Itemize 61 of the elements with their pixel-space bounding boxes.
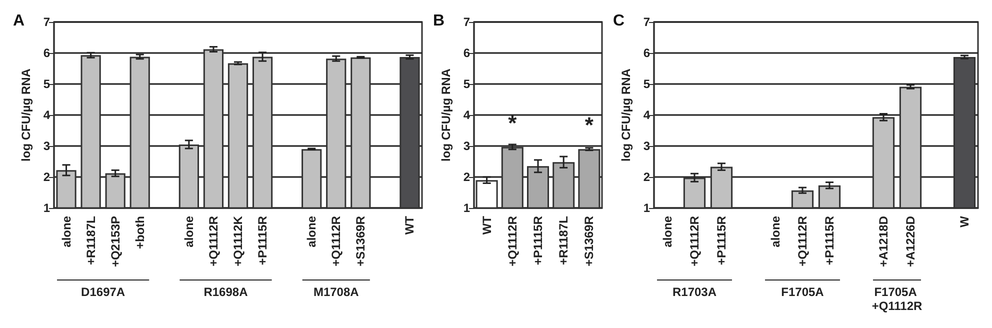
chart-title: B [433,12,445,30]
x-tick-label: alone [768,216,782,248]
x-tick-label: +P1115R [531,216,545,266]
y-tick-label: 5 [43,77,50,91]
x-tick-label: alone [660,216,674,248]
y-tick-label: 2 [43,170,50,184]
x-tick-label: WT [480,215,494,235]
text: D1697A [81,285,126,299]
x-tick-label: WT [402,215,417,235]
y-tick-label: 6 [643,46,650,60]
y-tick-label: 6 [43,46,50,60]
y-tick-label: 1 [43,201,50,215]
y-tick-label: 3 [463,139,470,153]
y-axis-title: log CFU/µg RNA [19,68,33,162]
y-tick-label: 3 [43,139,50,153]
x-tick-label: +both [132,216,147,249]
x-tick-label: W [958,215,972,228]
x-tick-label: +P1115R [822,216,836,266]
x-tick-label: +Q2153P [108,216,122,268]
y-axis-title: log CFU/µg RNA [619,68,633,162]
text: F1705A +Q1112R [872,285,923,313]
text: R1703A [672,285,717,299]
annotation: * [508,110,518,136]
x-tick-label: +Q1112R [688,216,702,266]
x-tick-label: +Q1112R [505,216,520,266]
y-tick-label: 4 [643,108,650,122]
y-tick-label: 2 [463,170,470,184]
text: F1705A [781,285,824,299]
annotation: * [584,112,594,138]
x-tick-label: +Q1112K [231,216,245,266]
y-tick-label: 2 [643,170,650,184]
x-tick-label: +Q1112R [206,216,220,266]
y-tick-label: 7 [643,15,650,29]
y-tick-label: 7 [43,15,50,29]
x-tick-label: +S1369R [354,216,368,266]
x-tick-label: +S1369R [582,216,596,266]
x-tick-label: +R1187L [556,216,571,266]
text: M1708A [313,285,360,299]
text: R1698A [204,285,248,299]
y-tick-label: 5 [643,77,650,91]
chart-title: A [13,12,25,30]
x-tick-label: +A1226D [904,216,918,268]
y-tick-label: 5 [463,77,470,91]
chart-title: C [613,12,625,30]
y-tick-label: 1 [463,201,470,215]
x-tick-label: +Q1112R [329,216,344,266]
y-tick-label: 6 [463,46,470,60]
x-tick-label: alone [182,216,196,248]
y-tick-label: 1 [643,201,650,215]
y-axis-title: log CFU/µg RNA [439,68,453,162]
y-tick-label: 4 [463,108,470,122]
x-tick-label: +P1115R [256,216,270,266]
x-tick-label: +P1115R [714,216,728,266]
x-tick-label: alone [59,216,74,248]
y-tick-label: 4 [43,108,50,122]
x-tick-label: alone [304,216,319,248]
y-tick-label: 7 [463,15,470,29]
x-tick-label: +R1187L [84,216,98,266]
x-tick-label: +Q1112R [796,216,810,266]
x-tick-label: +A1218D [876,216,890,268]
y-tick-label: 3 [643,139,650,153]
